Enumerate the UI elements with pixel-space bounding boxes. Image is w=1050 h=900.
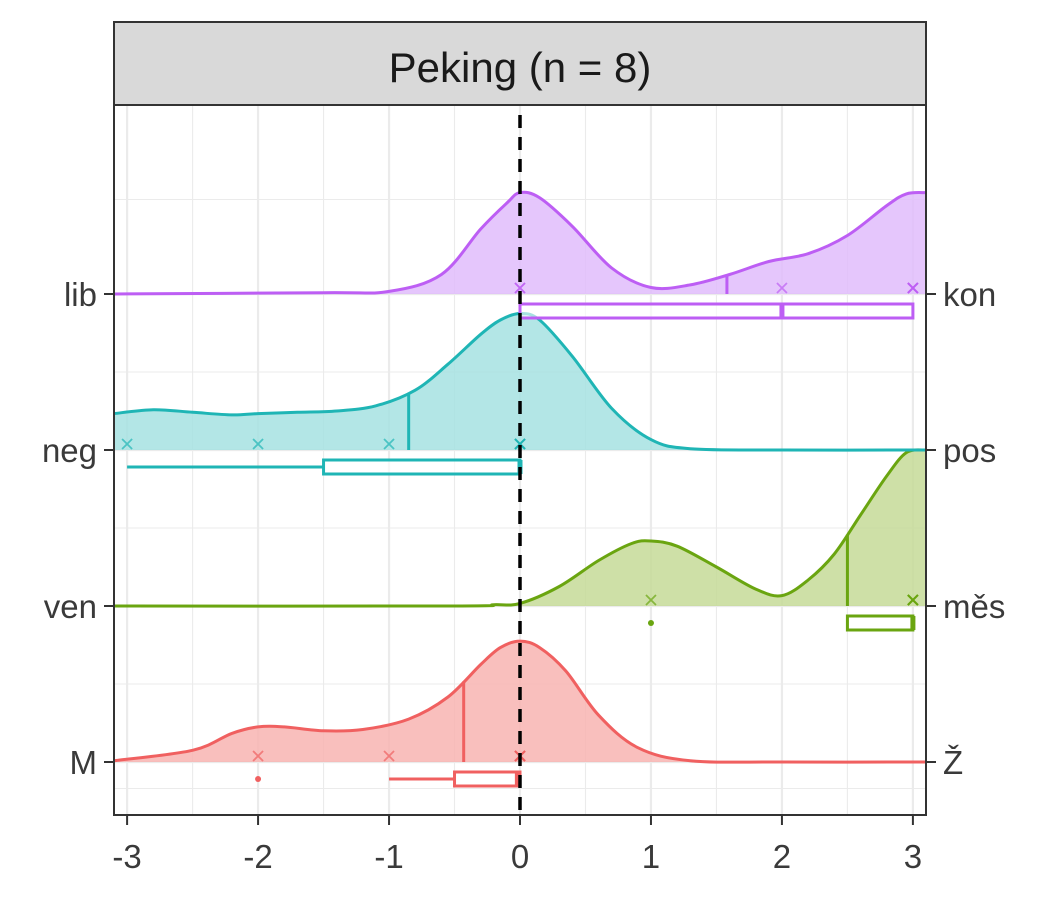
- x-tick-label: 0: [511, 838, 529, 875]
- outlier-point: [255, 776, 262, 782]
- data-point: [121, 438, 133, 450]
- y-label-right: měs: [943, 588, 1005, 625]
- density-area: [114, 449, 926, 607]
- outlier-point: [647, 620, 654, 626]
- data-point: [514, 282, 526, 294]
- y-label-right: Ž: [943, 744, 963, 781]
- ridge-lib: [113, 190, 927, 320]
- box: [322, 458, 522, 476]
- data-point: [383, 750, 395, 762]
- x-tick-label: -1: [374, 838, 403, 875]
- box: [453, 770, 522, 788]
- density-area: [114, 641, 926, 763]
- x-tick-label: 2: [773, 838, 791, 875]
- x-tick-label: 1: [642, 838, 660, 875]
- ridge-ven: [113, 448, 927, 632]
- density-line: [113, 639, 927, 764]
- box: [845, 614, 915, 632]
- y-label-left: neg: [42, 432, 97, 469]
- data-point: [383, 438, 395, 450]
- data-point: [252, 750, 264, 762]
- data-point: [645, 594, 657, 606]
- strip-background: [113, 21, 927, 106]
- data-point: [907, 594, 919, 606]
- density-area: [114, 192, 926, 294]
- x-tick-label: -3: [112, 838, 141, 875]
- density-line: [113, 311, 927, 452]
- ridge-M: [113, 639, 927, 788]
- y-label-right: pos: [943, 432, 996, 469]
- x-tick-label: 3: [904, 838, 922, 875]
- box: [518, 302, 915, 320]
- data-point: [252, 438, 264, 450]
- density-line: [113, 190, 927, 296]
- y-label-right: kon: [943, 276, 996, 313]
- y-label-left: M: [70, 744, 98, 781]
- chart-title: Peking (n = 8): [389, 44, 652, 91]
- density-line: [113, 448, 927, 608]
- data-point: [776, 282, 788, 294]
- y-label-left: lib: [64, 276, 97, 313]
- x-tick-label: -2: [243, 838, 272, 875]
- data-point: [907, 282, 919, 294]
- data-point: [514, 438, 526, 450]
- y-label-left: ven: [44, 588, 97, 625]
